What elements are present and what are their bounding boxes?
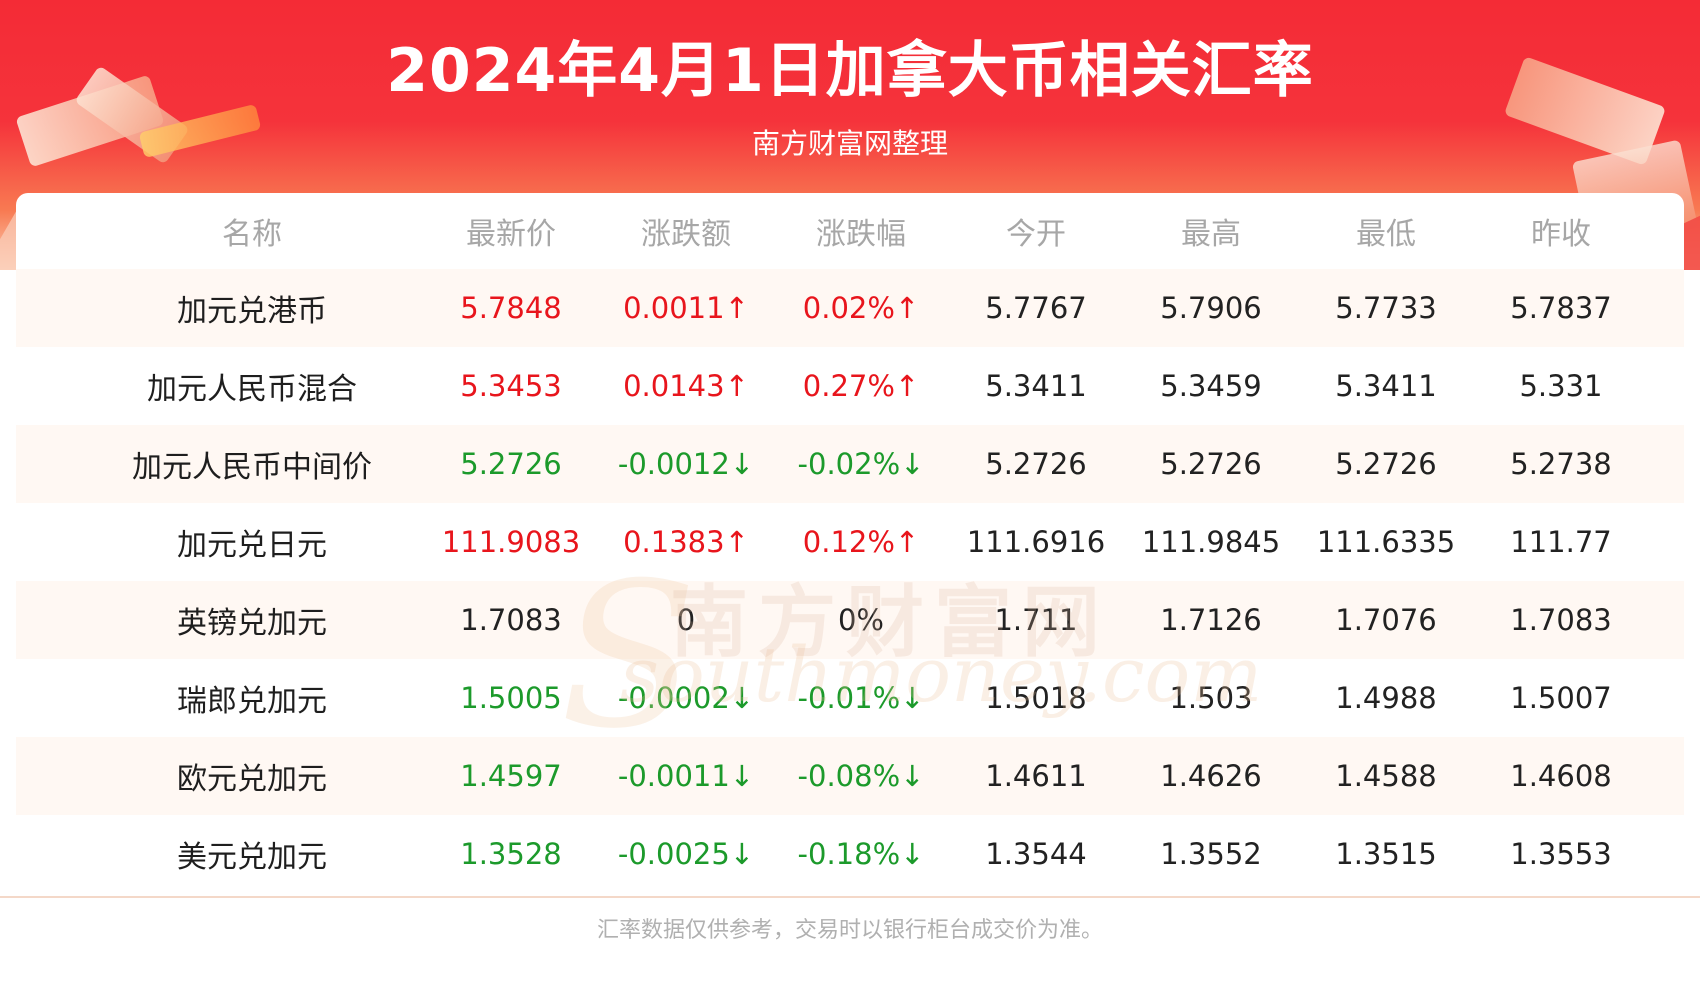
row-change-pct: -0.18%↓ [797, 837, 925, 871]
row-latest: 5.3453 [460, 369, 562, 403]
row-name: 加元兑日元 [177, 528, 327, 563]
row-change: -0.0002↓ [617, 681, 755, 715]
table-row: 加元兑日元 111.9083 0.1383↑ 0.12%↑ 111.6916 1… [16, 503, 1684, 581]
row-name: 美元兑加元 [177, 840, 327, 875]
table-row: 瑞郎兑加元 1.5005 -0.0002↓ -0.01%↓ 1.5018 1.5… [16, 659, 1684, 737]
row-low: 1.4588 [1335, 759, 1437, 793]
row-name: 瑞郎兑加元 [177, 684, 327, 719]
row-latest: 1.5005 [460, 681, 562, 715]
table-row: 美元兑加元 1.3528 -0.0025↓ -0.18%↓ 1.3544 1.3… [16, 815, 1684, 893]
table-row: 加元兑港币 5.7848 0.0011↑ 0.02%↑ 5.7767 5.790… [16, 269, 1684, 347]
row-low: 1.3515 [1335, 837, 1437, 871]
row-low: 5.2726 [1335, 447, 1437, 481]
footer-note: 汇率数据仅供参考，交易时以银行柜台成交价为准。 [596, 918, 1103, 943]
row-change-pct: 0.12%↑ [802, 525, 920, 559]
page-title: 2024年4月1日加拿大币相关汇率 [386, 36, 1314, 106]
row-prev-close: 1.4608 [1510, 759, 1612, 793]
row-low: 111.6335 [1316, 525, 1456, 559]
row-latest: 1.4597 [460, 759, 562, 793]
row-low: 1.7076 [1335, 603, 1437, 637]
row-prev-close: 1.7083 [1510, 603, 1612, 637]
row-prev-close: 5.2738 [1510, 447, 1612, 481]
table-row: 加元人民币中间价 5.2726 -0.0012↓ -0.02%↓ 5.2726 … [16, 425, 1684, 503]
row-open: 5.7767 [985, 291, 1087, 325]
row-high: 1.503 [1169, 681, 1253, 715]
row-high: 111.9845 [1141, 525, 1281, 559]
row-change: 0.0143↑ [623, 369, 749, 403]
row-change-pct: -0.08%↓ [797, 759, 925, 793]
row-open: 111.6916 [966, 525, 1106, 559]
header-change: 涨跌额 [641, 217, 731, 252]
row-latest: 5.2726 [460, 447, 562, 481]
table-row: 欧元兑加元 1.4597 -0.0011↓ -0.08%↓ 1.4611 1.4… [16, 737, 1684, 815]
row-latest: 1.3528 [460, 837, 562, 871]
row-low: 5.3411 [1335, 369, 1437, 403]
header-prev-close: 昨收 [1531, 217, 1591, 252]
row-name: 英镑兑加元 [177, 606, 327, 641]
row-high: 5.3459 [1160, 369, 1262, 403]
row-change-pct: 0.02%↑ [802, 291, 920, 325]
row-change: -0.0012↓ [617, 447, 755, 481]
header-name: 名称 [222, 217, 282, 252]
row-latest: 1.7083 [460, 603, 562, 637]
header-latest: 最新价 [466, 217, 556, 252]
row-latest: 111.9083 [441, 525, 581, 559]
row-change: 0 [676, 603, 696, 637]
row-prev-close: 5.7837 [1510, 291, 1612, 325]
page-subtitle: 南方财富网整理 [751, 127, 948, 160]
row-change-pct: 0% [837, 603, 884, 637]
table-row: 英镑兑加元 1.7083 0 0% 1.711 1.7126 1.7076 1.… [16, 581, 1684, 659]
footer-divider [0, 896, 1700, 898]
row-high: 1.3552 [1160, 837, 1262, 871]
row-change: -0.0025↓ [617, 837, 755, 871]
row-name: 加元人民币中间价 [132, 450, 372, 485]
table-header: 名称 最新价 涨跌额 涨跌幅 今开 最高 最低 昨收 [16, 193, 1684, 269]
header-low: 最低 [1356, 217, 1416, 252]
row-open: 1.711 [994, 603, 1078, 637]
row-change: 0.1383↑ [623, 525, 749, 559]
row-change: 0.0011↑ [623, 291, 749, 325]
rates-table: 名称 最新价 涨跌额 涨跌幅 今开 最高 最低 昨收 加元兑港币 5.7848 … [16, 193, 1684, 898]
row-high: 1.4626 [1160, 759, 1262, 793]
row-open: 5.2726 [985, 447, 1087, 481]
row-low: 5.7733 [1335, 291, 1437, 325]
row-high: 5.2726 [1160, 447, 1262, 481]
row-change-pct: 0.27%↑ [802, 369, 920, 403]
row-name: 加元兑港币 [177, 294, 327, 329]
row-high: 5.7906 [1160, 291, 1262, 325]
row-low: 1.4988 [1335, 681, 1437, 715]
header-open: 今开 [1006, 217, 1066, 252]
row-change: -0.0011↓ [617, 759, 755, 793]
header-high: 最高 [1181, 217, 1241, 252]
row-change-pct: -0.02%↓ [797, 447, 925, 481]
row-prev-close: 1.3553 [1510, 837, 1612, 871]
row-prev-close: 1.5007 [1510, 681, 1612, 715]
row-prev-close: 111.77 [1510, 525, 1612, 559]
row-open: 1.4611 [985, 759, 1087, 793]
row-open: 1.5018 [985, 681, 1087, 715]
row-prev-close: 5.331 [1519, 369, 1603, 403]
row-open: 1.3544 [985, 837, 1087, 871]
header-change-pct: 涨跌幅 [816, 217, 906, 252]
row-name: 欧元兑加元 [177, 762, 327, 797]
table-row: 加元人民币混合 5.3453 0.0143↑ 0.27%↑ 5.3411 5.3… [16, 347, 1684, 425]
row-change-pct: -0.01%↓ [797, 681, 925, 715]
row-name: 加元人民币混合 [147, 372, 357, 407]
row-high: 1.7126 [1160, 603, 1262, 637]
row-open: 5.3411 [985, 369, 1087, 403]
row-latest: 5.7848 [460, 291, 562, 325]
